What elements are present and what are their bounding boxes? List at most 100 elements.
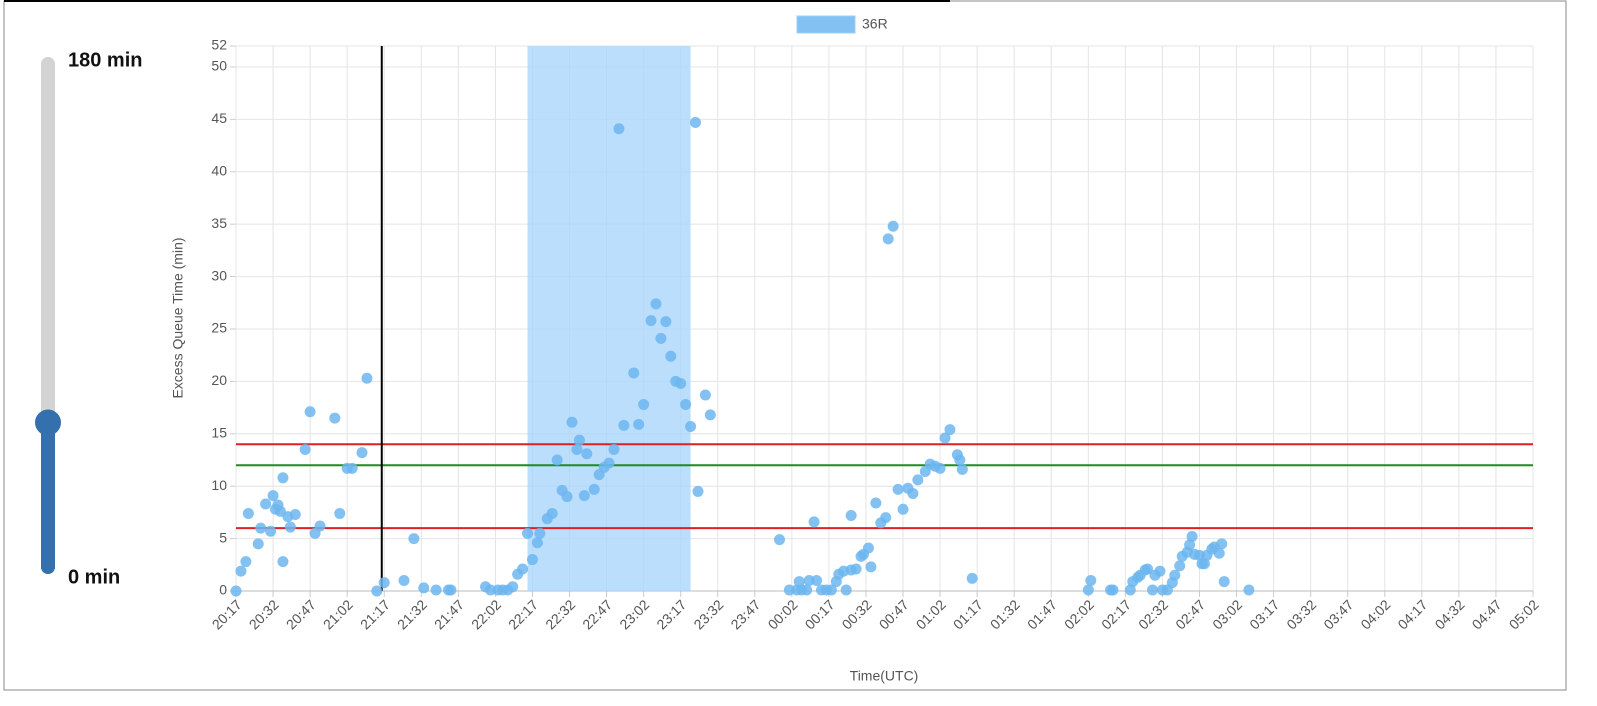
data-point xyxy=(430,584,442,596)
data-point xyxy=(546,507,558,519)
data-point xyxy=(665,350,677,362)
data-point xyxy=(862,542,874,554)
data-point xyxy=(1216,538,1228,550)
legend-label: 36R xyxy=(862,16,888,32)
data-point xyxy=(1124,584,1136,596)
slider-min-label: 0 min xyxy=(68,566,120,588)
data-point xyxy=(692,485,704,497)
data-point xyxy=(573,434,585,446)
data-point xyxy=(531,537,543,549)
data-point xyxy=(517,563,529,575)
data-point xyxy=(966,572,978,584)
data-point xyxy=(255,522,267,534)
y-tick-label: 15 xyxy=(211,424,227,440)
data-point xyxy=(1142,563,1154,575)
data-point xyxy=(445,584,457,596)
data-point xyxy=(346,462,358,474)
data-point xyxy=(897,503,909,515)
data-point xyxy=(561,491,573,503)
y-tick-label: 0 xyxy=(219,582,227,598)
data-point xyxy=(944,424,956,436)
data-point xyxy=(408,533,420,545)
data-point xyxy=(230,585,242,597)
data-point xyxy=(1169,569,1181,581)
data-point xyxy=(1154,565,1166,577)
data-point xyxy=(638,398,650,410)
data-point xyxy=(882,233,894,245)
data-point xyxy=(934,462,946,474)
data-point xyxy=(840,584,852,596)
data-point xyxy=(1082,584,1094,596)
data-point xyxy=(571,444,583,456)
data-point xyxy=(1174,560,1186,572)
data-point xyxy=(1147,584,1159,596)
data-point xyxy=(628,367,640,379)
y-tick-label: 20 xyxy=(211,372,227,388)
data-point xyxy=(685,420,697,432)
data-point xyxy=(887,220,899,232)
data-point xyxy=(613,123,625,135)
data-point xyxy=(865,561,877,573)
data-point xyxy=(845,510,857,522)
data-point xyxy=(680,398,692,410)
y-tick-label: 5 xyxy=(219,529,227,545)
data-point xyxy=(277,472,289,484)
slider-max-label: 180 min xyxy=(68,49,142,71)
y-tick-label: 10 xyxy=(211,477,227,493)
data-point xyxy=(1218,576,1230,588)
data-point xyxy=(699,389,711,401)
data-point xyxy=(793,576,805,588)
data-point xyxy=(284,521,296,533)
data-point xyxy=(608,444,620,456)
data-point xyxy=(618,419,630,431)
data-point xyxy=(522,527,534,539)
y-tick-label: 45 xyxy=(211,110,227,126)
data-point xyxy=(534,527,546,539)
data-point xyxy=(892,483,904,495)
legend-swatch xyxy=(796,15,856,34)
data-point xyxy=(252,538,264,550)
data-point xyxy=(939,432,951,444)
data-point xyxy=(825,584,837,596)
data-point xyxy=(1198,558,1210,570)
y-tick-label: 30 xyxy=(211,267,227,283)
data-point xyxy=(645,315,657,327)
data-point xyxy=(912,474,924,486)
data-point xyxy=(242,507,254,519)
data-point xyxy=(334,507,346,519)
data-point xyxy=(1184,539,1196,551)
data-point xyxy=(314,520,326,532)
data-point xyxy=(588,483,600,495)
data-point xyxy=(808,516,820,528)
data-point xyxy=(1085,575,1097,587)
data-point xyxy=(371,585,383,597)
data-point xyxy=(578,490,590,502)
data-point xyxy=(1107,584,1119,596)
slider-fill xyxy=(41,422,55,574)
data-point xyxy=(1186,531,1198,542)
y-tick-label: 40 xyxy=(211,162,227,178)
data-point xyxy=(265,525,277,537)
data-point xyxy=(675,377,687,389)
data-point xyxy=(507,581,519,593)
data-point xyxy=(954,454,966,466)
slider[interactable]: 180 min 0 min xyxy=(35,49,142,588)
data-point xyxy=(299,444,311,456)
data-point xyxy=(690,117,702,129)
y-tick-label: 52 xyxy=(211,37,227,53)
data-point xyxy=(801,584,813,596)
data-point xyxy=(1213,547,1225,559)
data-point xyxy=(289,508,301,520)
data-point xyxy=(277,556,289,568)
data-point xyxy=(660,316,672,328)
y-tick-label: 35 xyxy=(211,215,227,231)
data-point xyxy=(526,554,538,566)
data-point xyxy=(418,582,430,594)
data-point xyxy=(650,298,662,310)
data-point xyxy=(581,448,593,460)
data-point xyxy=(304,406,316,418)
plot-bg xyxy=(236,46,1533,591)
data-point xyxy=(956,463,968,475)
data-point xyxy=(235,565,247,577)
